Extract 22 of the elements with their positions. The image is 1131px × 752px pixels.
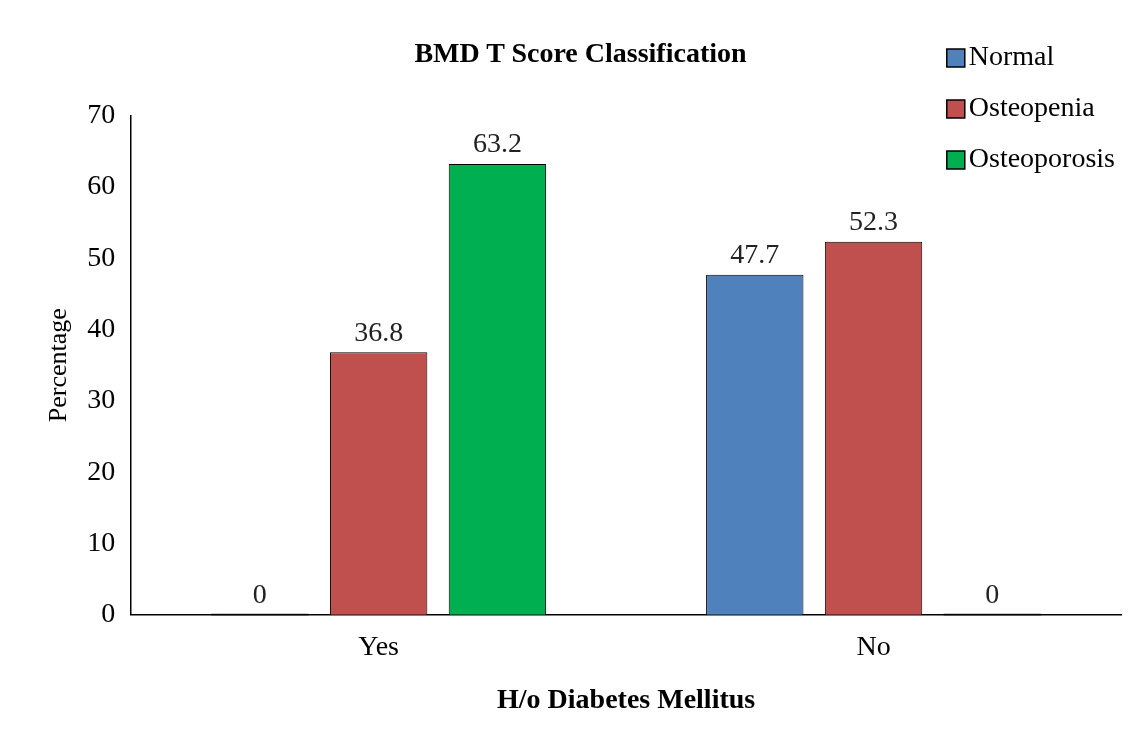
y-tick-label: 20 — [87, 454, 116, 486]
y-tick-label: 50 — [87, 240, 116, 272]
data-label: 47.7 — [730, 237, 780, 269]
data-label: 63.2 — [472, 127, 522, 159]
y-tick-label: 10 — [87, 525, 116, 557]
x-axis-title: H/o Diabetes Mellitus — [497, 683, 756, 715]
y-axis-title: Percentage — [43, 308, 73, 423]
legend-label: Osteopenia — [968, 91, 1096, 123]
y-tick-label: 60 — [87, 169, 116, 201]
y-tick-label: 0 — [101, 597, 116, 629]
legend-label: Osteoporosis — [968, 142, 1116, 174]
x-tick-label: Yes — [358, 629, 400, 661]
y-tick-label: 40 — [87, 311, 116, 343]
data-label: 36.8 — [354, 315, 404, 347]
legend-label: Normal — [968, 40, 1055, 72]
x-tick-label: No — [856, 629, 891, 661]
chart-title: BMD T Score Classification — [414, 37, 747, 69]
data-label: 52.3 — [849, 205, 899, 237]
data-label: 0 — [252, 578, 267, 610]
y-tick-label: 70 — [87, 97, 116, 129]
data-label: 0 — [985, 578, 1000, 610]
y-tick-label: 30 — [87, 383, 116, 415]
